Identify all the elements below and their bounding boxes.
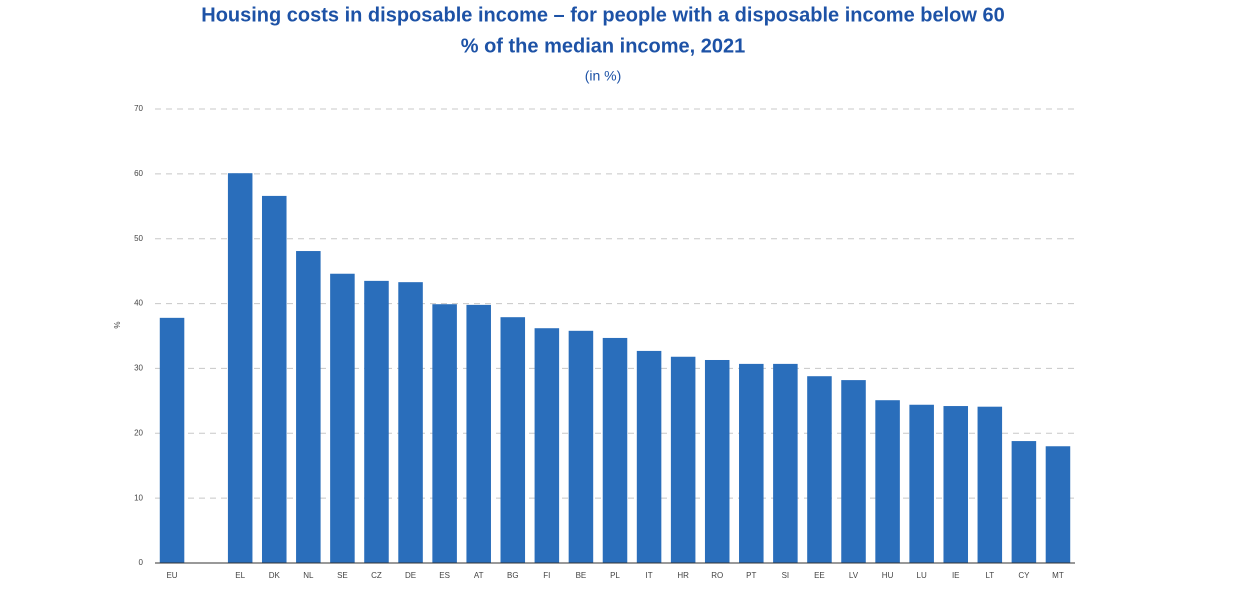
- bar: [398, 282, 423, 563]
- x-tick-label: HR: [677, 571, 689, 580]
- y-tick-label: 30: [134, 364, 143, 373]
- bar: [841, 380, 866, 563]
- x-tick-label: PT: [746, 571, 756, 580]
- bar: [977, 406, 1003, 563]
- bar: [807, 376, 832, 563]
- bar: [296, 251, 321, 563]
- x-tick-label: FI: [543, 571, 550, 580]
- y-tick-label: 40: [134, 299, 143, 308]
- x-tick-label: EU: [166, 571, 177, 580]
- x-tick-label: IE: [952, 571, 960, 580]
- x-tick-label: EE: [814, 571, 825, 580]
- x-tick-label: RO: [711, 571, 723, 580]
- y-tick-label: 0: [139, 558, 144, 567]
- bar: [670, 356, 696, 563]
- bar: [909, 404, 934, 563]
- x-tick-label: IT: [646, 571, 653, 580]
- x-tick-label: DK: [269, 571, 281, 580]
- x-tick-label: EL: [235, 571, 245, 580]
- bar: [704, 359, 730, 563]
- x-tick-label: LU: [917, 571, 927, 580]
- x-tick-label: LT: [985, 571, 994, 580]
- bar: [534, 328, 560, 563]
- x-tick-label: MT: [1052, 571, 1064, 580]
- bar: [330, 273, 355, 563]
- bar: [636, 350, 662, 563]
- bar: [773, 363, 798, 563]
- x-tick-label: SI: [782, 571, 790, 580]
- x-tick-label: BG: [507, 571, 519, 580]
- bar: [875, 400, 900, 563]
- x-tick-label: BE: [576, 571, 587, 580]
- x-tick-label: DE: [405, 571, 416, 580]
- bar: [739, 363, 764, 563]
- x-tick-label: AT: [474, 571, 484, 580]
- bar: [159, 317, 185, 563]
- y-axis-label: %: [113, 321, 122, 328]
- bar: [1011, 441, 1037, 563]
- x-tick-label: HU: [882, 571, 894, 580]
- x-tick-label: CZ: [371, 571, 382, 580]
- x-tick-label: SE: [337, 571, 348, 580]
- y-tick-label: 10: [134, 493, 143, 502]
- bar: [500, 317, 526, 563]
- x-tick-label: NL: [303, 571, 314, 580]
- bar: [364, 280, 389, 563]
- chart-title: Housing costs in disposable income – for…: [201, 4, 1005, 26]
- bar: [1045, 446, 1071, 563]
- bar: [602, 337, 628, 563]
- bar: [432, 304, 457, 563]
- bar: [261, 195, 287, 563]
- chart-subtitle: (in %): [585, 68, 622, 84]
- y-tick-label: 50: [134, 234, 143, 243]
- y-tick-label: 60: [134, 169, 143, 178]
- bar: [227, 173, 253, 564]
- x-tick-label: PL: [610, 571, 620, 580]
- bar: [466, 304, 491, 563]
- y-tick-label: 20: [134, 428, 143, 437]
- y-tick-label: 70: [134, 104, 143, 113]
- bar: [568, 330, 594, 563]
- x-tick-label: CY: [1018, 571, 1030, 580]
- x-tick-label: ES: [439, 571, 450, 580]
- chart-title: % of the median income, 2021: [461, 35, 746, 57]
- x-tick-label: LV: [849, 571, 859, 580]
- bar: [943, 406, 969, 563]
